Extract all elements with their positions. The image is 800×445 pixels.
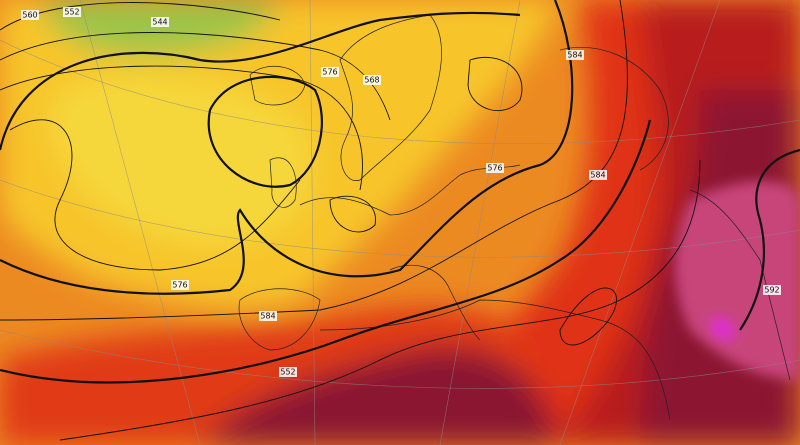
label-background [321,67,339,77]
contour-label: 576 [322,68,337,77]
contour-label: 552 [64,8,79,17]
label-background [279,367,297,377]
label-background [589,170,607,180]
contour-label: 576 [487,164,502,173]
label-background [763,285,781,295]
label-background [151,17,169,27]
label-background [566,50,584,60]
label-background [171,280,189,290]
contour-label: 584 [260,312,275,321]
contour-label: 576 [172,281,187,290]
contour-labels: 560 552 544 576 568 584 576 584 576 584 552 592 [21,7,781,377]
contour-label: 584 [567,51,582,60]
contour-label: 560 [22,11,37,20]
label-background [486,163,504,173]
coastlines [238,14,791,421]
contour-label: 552 [280,368,295,377]
contour-label: 584 [590,171,605,180]
contour-label: 568 [364,76,379,85]
label-background [21,10,39,20]
label-background [259,311,277,321]
label-background [363,75,381,85]
contour-label: 544 [152,18,167,27]
contour-label: 592 [764,286,779,295]
label-background [63,7,81,17]
